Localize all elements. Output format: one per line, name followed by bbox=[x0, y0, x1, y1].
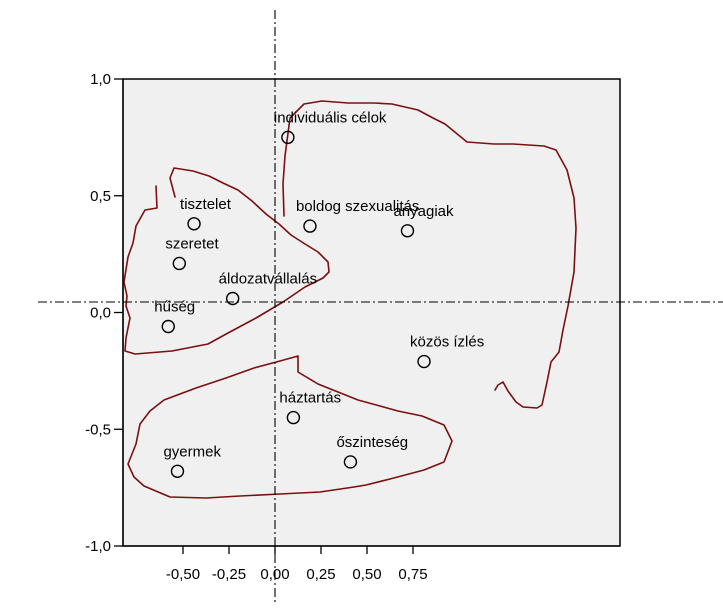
cluster-outline-bottom bbox=[127, 355, 453, 499]
data-point-marker bbox=[303, 219, 317, 233]
y-tick-label: 1,0 bbox=[90, 71, 111, 88]
x-tick-label: 0,50 bbox=[352, 566, 381, 583]
data-point-marker bbox=[225, 291, 240, 306]
data-point-label: háztartás bbox=[279, 390, 341, 407]
data-point-label: anyagiak bbox=[393, 203, 454, 220]
y-tick-label: -0,5 bbox=[85, 421, 111, 438]
y-tick-label: 0,5 bbox=[90, 188, 111, 205]
data-point-label: boldog szexualitás bbox=[296, 198, 419, 215]
x-tick-label: 0,25 bbox=[306, 566, 335, 583]
data-point-marker bbox=[343, 455, 358, 469]
data-point-label: gyermek bbox=[163, 443, 221, 460]
data-points: individuális célok tisztelet boldog szexua… bbox=[154, 109, 484, 478]
y-tick-label: 0,0 bbox=[90, 305, 111, 322]
data-point-label: individuális célok bbox=[274, 109, 387, 126]
data-point-label: áldozatvállalás bbox=[219, 270, 317, 287]
x-tick-label: -0,25 bbox=[212, 566, 246, 583]
x-tick-label: 0,00 bbox=[260, 566, 289, 583]
data-point-marker bbox=[170, 464, 185, 478]
data-point-marker bbox=[161, 319, 175, 334]
data-point-label: tisztelet bbox=[180, 196, 232, 213]
data-point-label: hűség bbox=[154, 299, 195, 316]
plot-area bbox=[122, 78, 621, 547]
cluster-outline-right bbox=[282, 100, 577, 409]
data-point-label: őszinteség bbox=[336, 434, 408, 451]
data-point-marker bbox=[281, 130, 295, 145]
x-tick-label: -0,50 bbox=[166, 566, 200, 583]
data-point-marker bbox=[187, 217, 201, 231]
data-point-label: közös ízlés bbox=[410, 334, 484, 351]
y-tick-label: -1,0 bbox=[85, 538, 111, 555]
x-tick-label: 0,75 bbox=[398, 566, 427, 583]
y-axis-ticks: 1,0 0,5 0,0 -0,5 -1,0 bbox=[85, 71, 123, 555]
data-point-marker bbox=[286, 410, 301, 425]
x-axis-ticks: -0,50 -0,25 0,00 0,25 0,50 0,75 bbox=[166, 546, 428, 583]
data-point-marker bbox=[172, 256, 187, 271]
data-point-label: szeretet bbox=[165, 235, 219, 252]
data-point-marker bbox=[417, 354, 431, 369]
data-point-marker bbox=[400, 224, 415, 238]
